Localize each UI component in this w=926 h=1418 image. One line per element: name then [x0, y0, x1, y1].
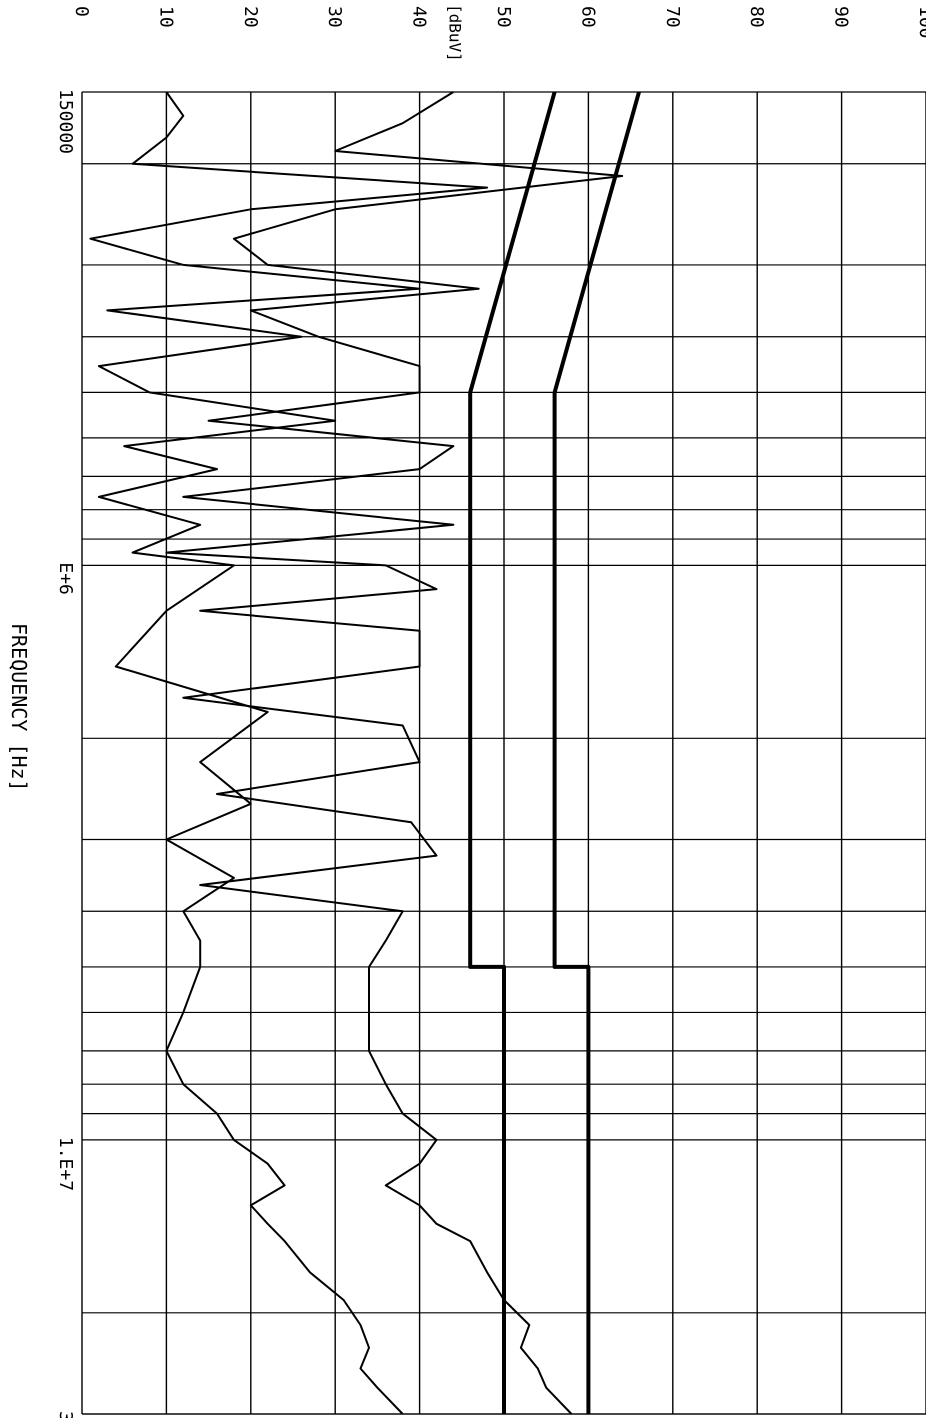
y-axis-title: [dBuV]: [445, 4, 464, 62]
limit-line: [468, 91, 557, 1414]
db-tick-label: 40: [409, 6, 430, 28]
limit-line: [552, 91, 641, 1414]
db-tick-label: 50: [493, 6, 514, 28]
x-axis-title: FREQUENCY [Hz]: [7, 623, 31, 792]
db-tick-label: 90: [831, 6, 852, 28]
freq-tick-label: E+6: [55, 562, 76, 595]
freq-tick-label: 150000: [55, 89, 76, 154]
plot-series: [89, 91, 641, 1415]
measurement-trace: [89, 91, 489, 1415]
db-tick-label: 0: [71, 6, 92, 17]
axis-labels: 0 10 20 30 40 50 60 70 80 90 100 150000 E+6 1.E+7 3.E+…: [7, 4, 926, 1418]
freq-tick-label: 1.E+7: [55, 1137, 76, 1191]
db-tick-label: 70: [662, 6, 683, 28]
db-tick-label: 80: [746, 6, 767, 28]
freq-tick-label: 3.E+7: [55, 1411, 76, 1418]
db-tick-label: 60: [577, 6, 598, 28]
db-tick-label: 100: [915, 6, 926, 39]
db-tick-label: 30: [324, 6, 345, 28]
db-tick-label: 10: [155, 6, 176, 28]
measurement-trace: [165, 91, 624, 1415]
db-tick-label: 20: [240, 6, 261, 28]
